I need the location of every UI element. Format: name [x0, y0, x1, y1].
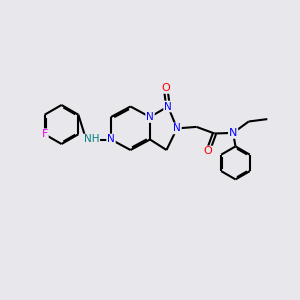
Text: O: O: [161, 83, 170, 93]
Text: N: N: [164, 101, 172, 112]
Text: NH: NH: [84, 134, 99, 145]
Text: N: N: [107, 134, 115, 145]
Text: F: F: [41, 129, 48, 139]
Text: N: N: [146, 112, 154, 122]
Text: O: O: [203, 146, 212, 157]
Text: N: N: [173, 123, 181, 134]
Text: N: N: [229, 128, 237, 138]
